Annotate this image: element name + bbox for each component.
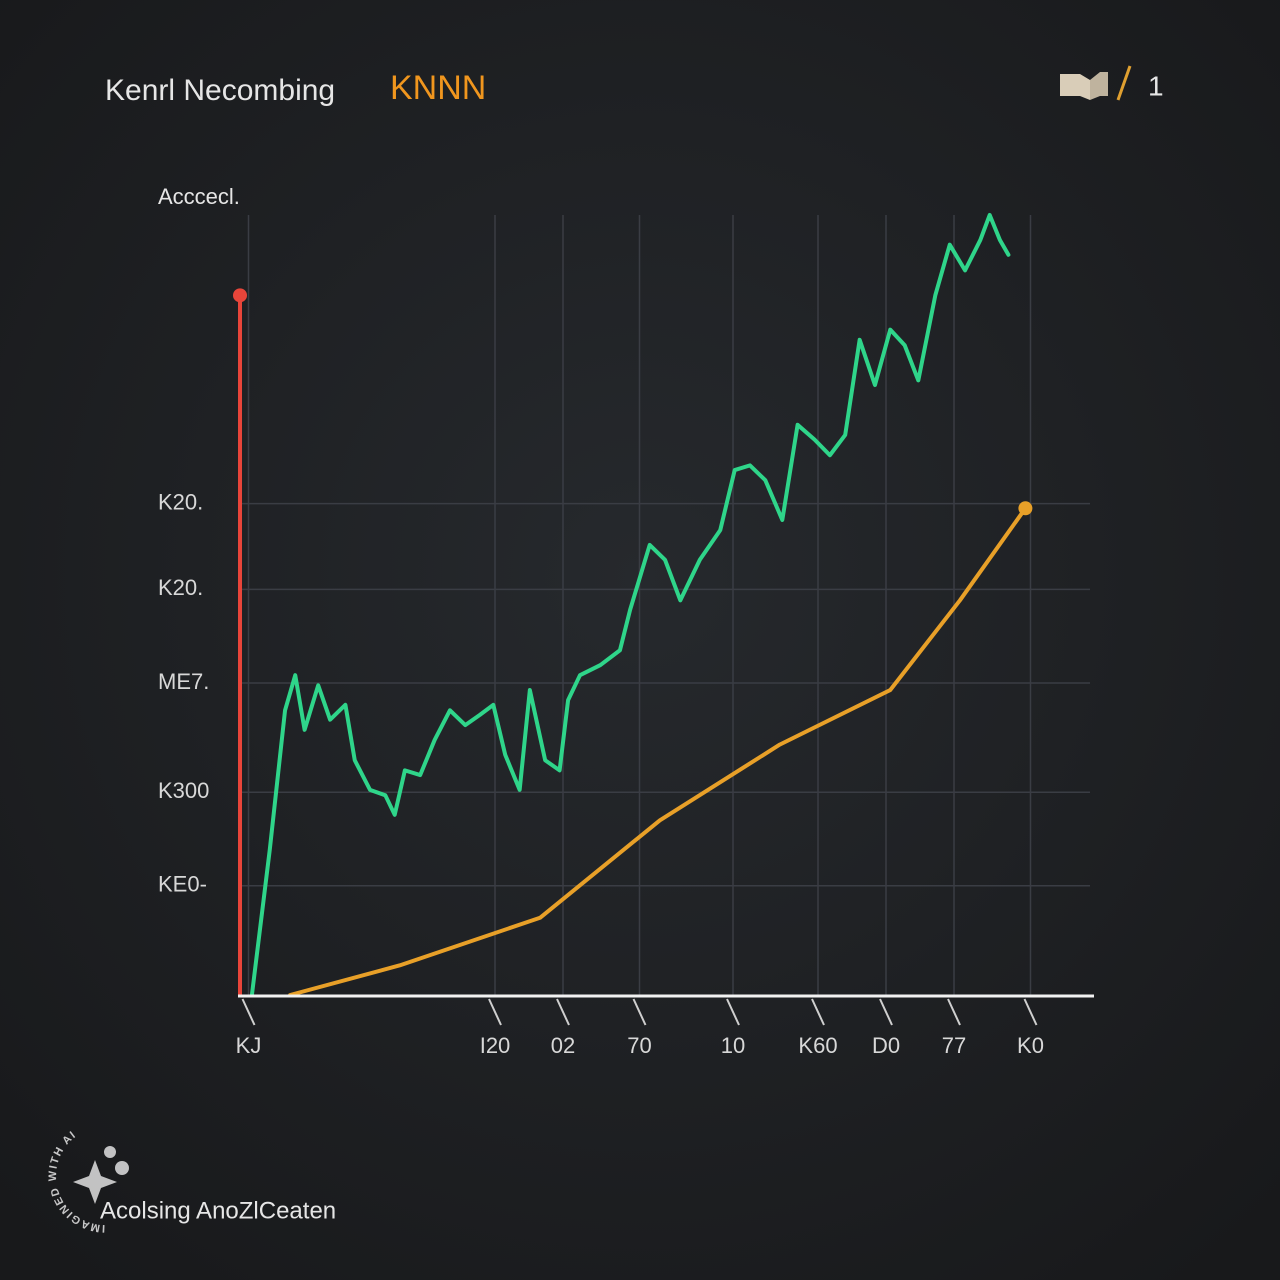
x-tick-mark bbox=[632, 998, 647, 1026]
y-axis-label: Acccecl. bbox=[158, 184, 240, 209]
series-line bbox=[249, 213, 1011, 997]
y-tick-label: KE0- bbox=[158, 872, 207, 897]
chart-title-accent: KNNN bbox=[390, 69, 486, 107]
x-tick-mark bbox=[1023, 998, 1038, 1026]
x-tick-label: 02 bbox=[551, 1033, 575, 1058]
page-number: 1 bbox=[1148, 70, 1164, 101]
footer: Acolsing AnoZlCeaten bbox=[100, 1197, 336, 1224]
x-tick-mark bbox=[241, 998, 256, 1026]
x-tick-label: K60 bbox=[798, 1033, 837, 1058]
x-tick-label: K0 bbox=[1017, 1033, 1044, 1058]
x-tick-label: KJ bbox=[236, 1033, 262, 1058]
series-line bbox=[288, 506, 1028, 997]
series-point bbox=[1018, 501, 1033, 516]
x-tick-mark bbox=[947, 998, 961, 1026]
x-tick-label: I20 bbox=[480, 1033, 511, 1058]
x-tick-label: D0 bbox=[872, 1033, 900, 1058]
x-tick-label: 70 bbox=[627, 1033, 651, 1058]
x-tick-mark bbox=[726, 998, 740, 1026]
series-point bbox=[233, 288, 247, 303]
y-tick-label: K300 bbox=[158, 778, 209, 803]
y-tick-label: ME7. bbox=[158, 669, 209, 694]
chart-title: Kenrl Necombing bbox=[105, 74, 335, 107]
x-tick-mark bbox=[879, 998, 893, 1026]
x-tick-mark bbox=[811, 998, 825, 1026]
x-tick-mark bbox=[488, 998, 502, 1026]
y-tick-label: K20. bbox=[158, 575, 203, 600]
plot-area: KE0- K300 ME7. K20. K20. KJ I20 02 70 10 K60 D0 77 K0 bbox=[158, 213, 1090, 1058]
x-tick-mark bbox=[556, 998, 570, 1026]
x-tick-label: 10 bbox=[721, 1033, 745, 1058]
y-tick-label: K20. bbox=[158, 489, 203, 514]
book-icon bbox=[1060, 65, 1132, 101]
x-tick-label: 77 bbox=[942, 1033, 966, 1058]
